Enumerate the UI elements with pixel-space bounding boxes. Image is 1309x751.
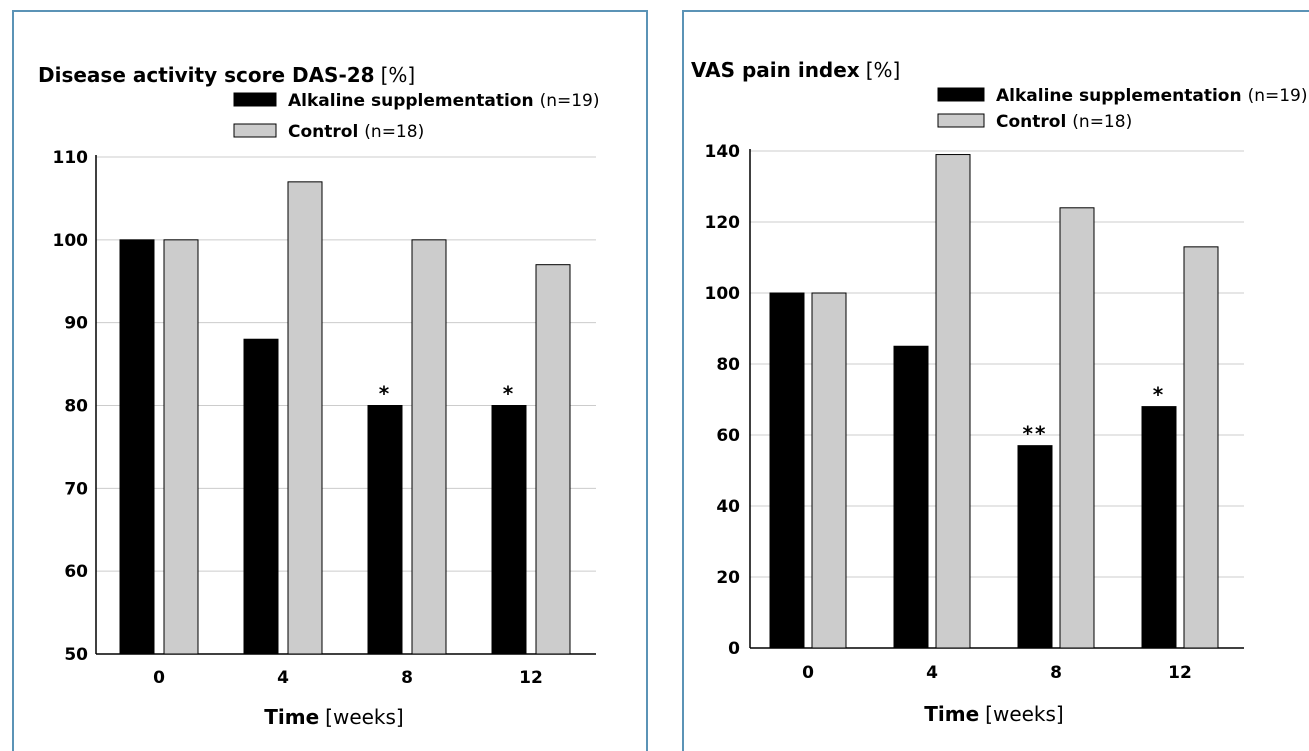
x-tick-label: 12 [519,668,543,688]
y-tick-label: 40 [716,497,740,517]
bar-control-week-12 [1183,246,1219,649]
bar-alkaline-week-4 [893,345,929,649]
y-tick-label: 100 [53,231,89,251]
y-tick-label: 140 [705,142,741,162]
bar-alkaline-week-12 [491,405,527,655]
legend-swatch-control [233,123,277,138]
y-tick-label: 100 [705,284,741,304]
y-tick-label: 50 [64,645,88,665]
legend-entry-control: Control (n=18) [288,122,424,142]
bar-control-week-12 [535,264,571,655]
y-tick-label: 120 [705,213,741,233]
significance-marker: ** [1023,422,1048,446]
bar-alkaline-week-8 [367,405,403,655]
y-tick-label: 60 [716,426,740,446]
chart2-x-axis-label: Time [weeks] [924,702,1063,726]
legend-entry-alkaline: Alkaline supplementation (n=19) [996,86,1307,106]
y-tick-label: 0 [728,639,740,659]
y-tick-label: 70 [64,479,88,499]
legend-entry-alkaline: Alkaline supplementation (n=19) [288,91,599,111]
x-tick-label: 4 [277,668,289,688]
bar-alkaline-week-12 [1141,406,1177,649]
bar-control-week-4 [287,181,323,655]
bar-alkaline-week-0 [769,292,805,649]
significance-marker: * [1153,383,1165,407]
legend-entry-control: Control (n=18) [996,112,1132,132]
chart2-title: VAS pain index [%] [691,58,900,82]
y-tick-label: 90 [64,314,88,334]
legend-swatch-alkaline [233,92,277,107]
x-tick-label: 0 [802,663,814,683]
bar-control-week-8 [411,239,447,655]
x-tick-label: 4 [926,663,938,683]
bar-alkaline-week-8 [1017,445,1053,649]
y-tick-label: 20 [716,568,740,588]
x-tick-label: 12 [1168,663,1192,683]
x-tick-label: 8 [1050,663,1062,683]
legend-swatch-alkaline [937,87,985,102]
x-tick-label: 0 [153,668,165,688]
bar-control-week-8 [1059,207,1095,649]
bar-control-week-0 [811,292,847,649]
bar-alkaline-week-0 [119,239,155,655]
chart1-x-axis-label: Time [weeks] [264,705,403,729]
y-tick-label: 110 [53,148,89,168]
bar-control-week-0 [163,239,199,655]
significance-marker: * [503,382,515,406]
y-tick-label: 80 [716,355,740,375]
significance-marker: * [379,382,391,406]
bar-control-week-4 [935,154,971,649]
y-tick-label: 80 [64,397,88,417]
chart1-title: Disease activity score DAS-28 [%] [38,63,415,87]
x-tick-label: 8 [401,668,413,688]
y-tick-label: 60 [64,562,88,582]
legend-swatch-control [937,113,985,128]
bar-alkaline-week-4 [243,338,279,655]
